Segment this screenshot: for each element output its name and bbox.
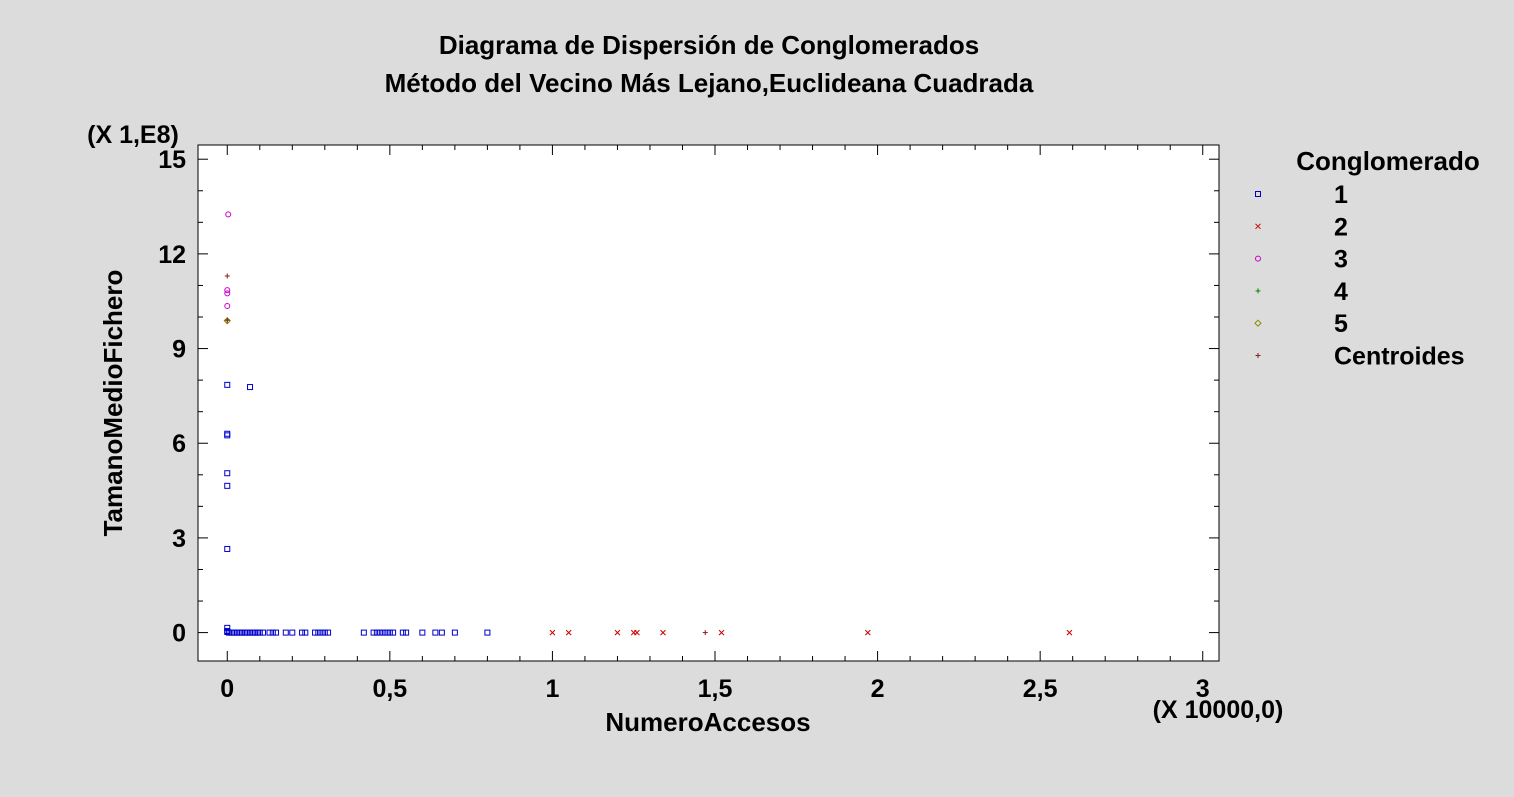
- data-point-series-1: [370, 629, 377, 636]
- legend-marker: [1255, 191, 1261, 197]
- data-point-series-1: [318, 629, 325, 636]
- plot-area: [197, 144, 1220, 662]
- data-point-series-1: [256, 629, 263, 636]
- data-point-series-1: [325, 629, 332, 636]
- data-point-series-1: [451, 629, 458, 636]
- data-point-series-1: [432, 629, 439, 636]
- chart-title: Diagrama de Dispersión de Conglomerados: [439, 30, 979, 60]
- data-points: [223, 211, 1073, 636]
- data-point-series-1: [260, 629, 267, 636]
- x-axis-label: NumeroAccesos: [605, 707, 810, 737]
- data-point-series-1: [224, 482, 231, 489]
- legend-marker: [1255, 255, 1261, 262]
- data-point-series-3: [225, 211, 232, 218]
- data-point-series-1: [321, 629, 328, 636]
- data-point-series-1: [224, 628, 231, 635]
- data-point-series-2: [614, 629, 621, 636]
- legend-label: 4: [1334, 278, 1348, 306]
- x-tick-label: 0: [220, 675, 234, 703]
- legend-label: 5: [1334, 310, 1348, 338]
- legend-label: 3: [1334, 246, 1348, 274]
- data-point-series-1: [360, 629, 367, 636]
- data-point-series-1: [266, 629, 273, 636]
- data-point-series-1: [289, 629, 296, 636]
- data-point-series-1: [299, 629, 306, 636]
- data-point-series-1: [390, 629, 397, 636]
- data-point-series-3: [224, 302, 231, 309]
- data-point-series-1: [377, 629, 384, 636]
- chart-subtitle: Método del Vecino Más Lejano,Euclideana …: [385, 68, 1034, 98]
- x-tick-label: 2: [871, 675, 885, 703]
- data-point-series-1: [273, 629, 280, 636]
- legend-marker: [1255, 288, 1261, 294]
- data-point-series-1: [403, 629, 410, 636]
- data-point-series-1: [438, 629, 445, 636]
- data-point-series-3: [224, 287, 231, 294]
- y-tick-label: 12: [158, 241, 186, 269]
- y-tick-label: 3: [172, 525, 186, 553]
- data-point-series-2: [718, 629, 725, 636]
- data-point-series-1: [380, 629, 387, 636]
- legend-label: 2: [1334, 213, 1348, 241]
- y-axis-multiplier: (X 1,E8): [87, 121, 179, 149]
- y-axis-ticks: 0 3 6 9 12 15: [158, 146, 1219, 648]
- legend-marker: [1254, 319, 1262, 327]
- data-point-series-1: [315, 629, 322, 636]
- x-tick-label: 1: [545, 675, 559, 703]
- data-point-series-6: [224, 317, 230, 323]
- data-point-series-1: [373, 629, 380, 636]
- data-point-series-2: [660, 629, 666, 636]
- y-tick-label: 6: [172, 430, 186, 458]
- legend-marker: [1255, 223, 1261, 230]
- data-point-series-2: [634, 629, 640, 636]
- data-point-series-1: [386, 629, 393, 636]
- data-point-series-2: [1066, 629, 1073, 636]
- y-tick-label: 0: [172, 620, 186, 648]
- x-tick-label: 3: [1196, 675, 1210, 703]
- data-point-series-1: [419, 629, 426, 636]
- legend-label: Centroides: [1334, 343, 1465, 371]
- legend: Conglomerado 1 2 3 4 5 Centroides: [1254, 146, 1480, 371]
- legend-items: 1 2 3 4 5 Centroides: [1254, 181, 1465, 371]
- data-point-series-2: [565, 629, 572, 636]
- data-point-series-1: [383, 629, 390, 636]
- data-point-series-1: [224, 381, 231, 388]
- y-axis-label: TamanoMedioFichero: [98, 270, 128, 537]
- x-tick-label: 1,5: [698, 675, 733, 703]
- data-point-series-1: [282, 629, 289, 636]
- legend-label: 1: [1334, 181, 1348, 209]
- x-tick-label: 2,5: [1023, 675, 1058, 703]
- data-point-series-2: [549, 629, 556, 636]
- data-point-series-3: [224, 290, 231, 297]
- data-point-series-1: [224, 624, 231, 631]
- legend-marker: [1255, 353, 1261, 358]
- data-point-series-1: [312, 629, 319, 636]
- y-tick-label: 9: [172, 336, 186, 364]
- data-point-series-2: [864, 629, 871, 636]
- data-point-series-1: [399, 629, 406, 636]
- data-point-series-1: [224, 545, 231, 552]
- data-point-series-1: [302, 629, 309, 636]
- data-point-series-1: [269, 629, 276, 636]
- data-point-series-1: [224, 470, 231, 477]
- data-point-series-1: [247, 384, 254, 391]
- x-axis-ticks: 0 0,5 1 1,5 2 2,5 3: [220, 145, 1210, 703]
- data-point-series-1: [484, 629, 491, 636]
- data-point-series-6: [702, 630, 708, 636]
- legend-title: Conglomerado: [1296, 146, 1479, 176]
- y-tick-label: 15: [158, 146, 186, 174]
- x-tick-label: 0,5: [372, 675, 407, 703]
- data-point-series-1: [224, 430, 231, 437]
- x-axis-multiplier: (X 10000,0): [1153, 696, 1284, 724]
- data-point-series-6: [224, 273, 230, 279]
